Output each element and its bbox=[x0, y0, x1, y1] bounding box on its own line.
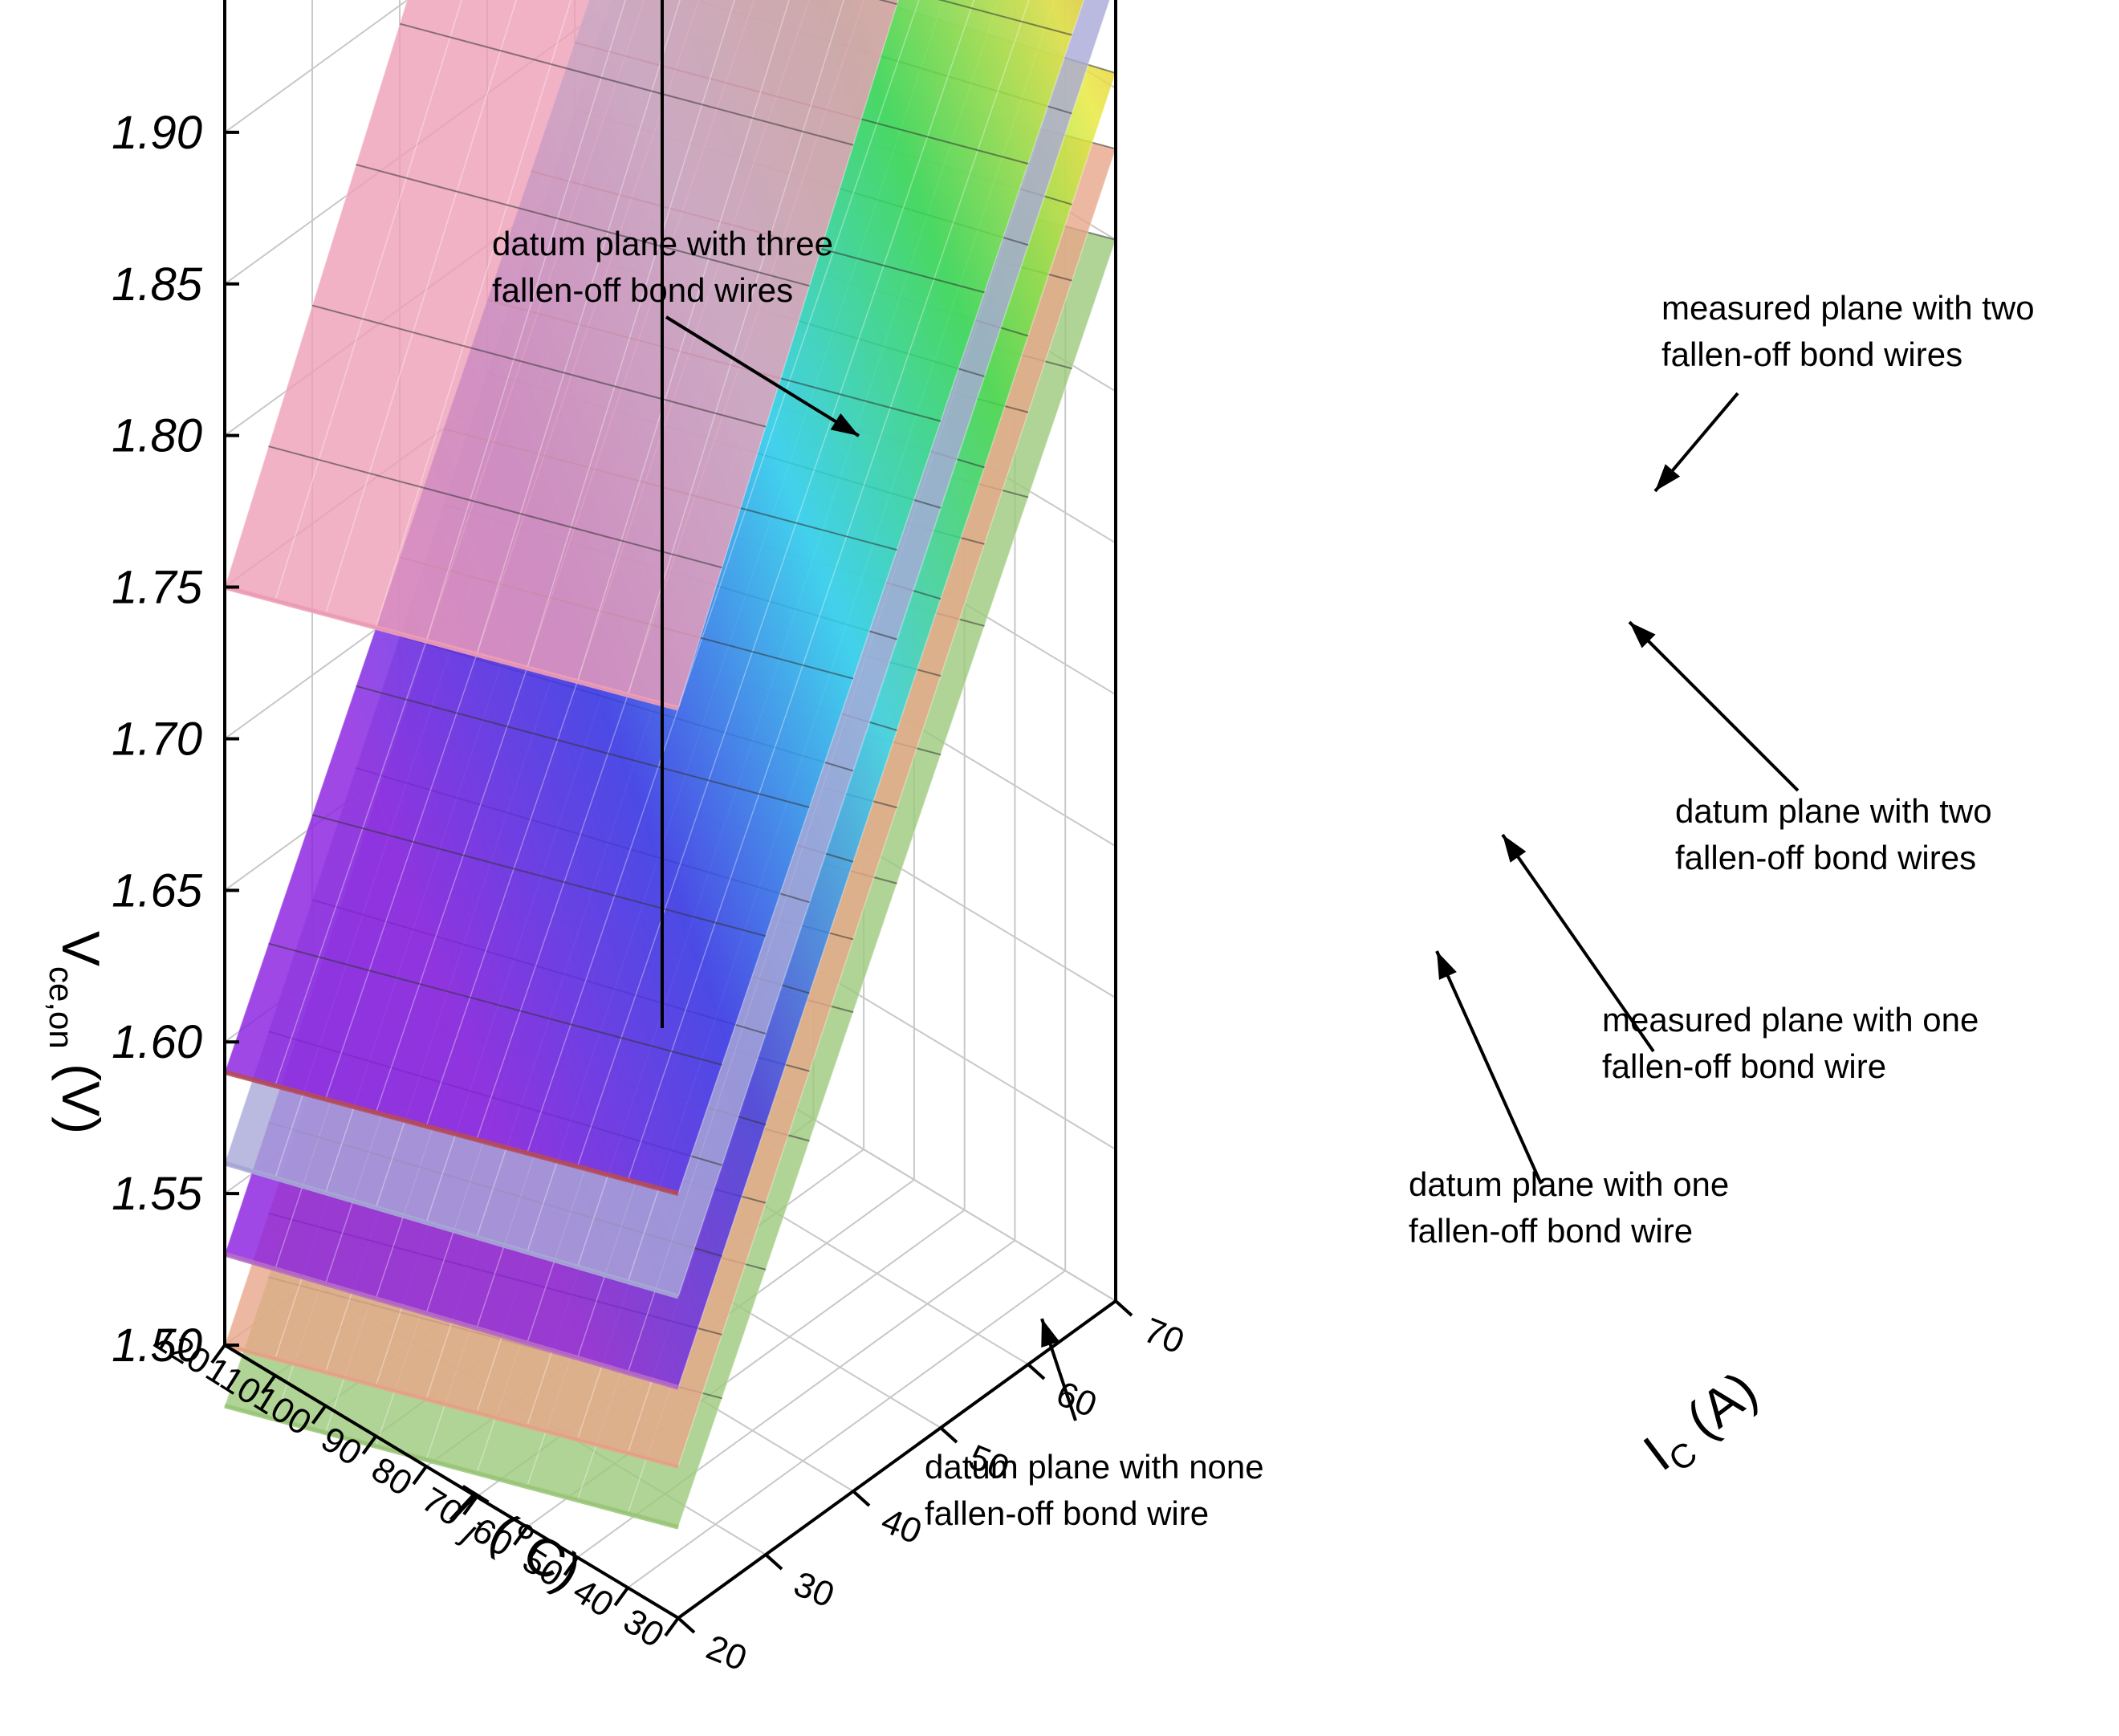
z-axis-title: Vce,on (V) bbox=[43, 931, 111, 1134]
z-tick-label: 1.65 bbox=[112, 864, 203, 917]
z-axis-title-main: V bbox=[51, 931, 111, 966]
annotation-text: measured plane with two bbox=[1661, 289, 2035, 327]
contour-line bbox=[399, 22, 854, 146]
annotation-4: measured plane with two fallen-off bond w… bbox=[1653, 289, 2035, 493]
contour-line bbox=[268, 942, 722, 1066]
z-axis-title-sub: ce,on bbox=[43, 966, 80, 1049]
mesh-line bbox=[324, 0, 517, 615]
arrow-head-icon bbox=[1503, 835, 1527, 863]
z-tick-label: 1.90 bbox=[112, 107, 202, 159]
y-tick-label: 20 bbox=[701, 1628, 752, 1679]
arrow-head-icon bbox=[1629, 622, 1656, 648]
contour-line bbox=[268, 445, 722, 569]
x-tick bbox=[210, 1344, 226, 1364]
z-tick-label: 1.60 bbox=[112, 1016, 202, 1068]
tick-labels: 1.50 1.55 1.60 1.65 1.70 1.75 1.80 1.85 1.90 30 40… bbox=[112, 107, 1190, 1679]
z-tick-label: 1.75 bbox=[112, 562, 203, 614]
x-tick bbox=[664, 1616, 680, 1637]
y-tick-label: 60 bbox=[1051, 1374, 1102, 1425]
annotations: datum plane with none fallen-off bond wir… bbox=[492, 225, 2035, 1532]
mesh-line bbox=[627, 0, 844, 696]
annotation-text: datum plane with none bbox=[925, 1448, 1264, 1486]
annotation-1: datum plane with one fallen-off bond wire bbox=[1409, 950, 1729, 1250]
surface-edge bbox=[224, 1403, 679, 1530]
mesh-line bbox=[425, 0, 626, 641]
annotation-arrow bbox=[1628, 620, 1800, 792]
y-tick-label: 40 bbox=[876, 1501, 927, 1552]
y-tick bbox=[939, 1426, 958, 1444]
z-tick-label: 1.55 bbox=[112, 1168, 203, 1220]
mesh-line bbox=[576, 0, 790, 682]
mesh-line bbox=[224, 0, 408, 587]
annotation-text: fallen-off bond wire bbox=[1602, 1047, 1886, 1085]
mesh-line bbox=[375, 0, 571, 628]
grid-floor-x bbox=[627, 1270, 1066, 1589]
y-axis-line bbox=[677, 1299, 1117, 1620]
grid-wall-z bbox=[224, 0, 409, 133]
y-axis-title: IC (A) bbox=[1633, 1360, 1772, 1488]
contour-line bbox=[937, 0, 1072, 36]
surface-edge bbox=[224, 1251, 679, 1390]
annotation-2: measured plane with one fallen-off bond w… bbox=[1501, 833, 1979, 1085]
x-tick bbox=[311, 1405, 327, 1425]
y-tick-label: 70 bbox=[1138, 1311, 1190, 1362]
y-tick bbox=[1027, 1363, 1046, 1380]
mesh-line bbox=[526, 0, 735, 669]
x-tick bbox=[563, 1556, 580, 1576]
annotation-text: datum plane with three bbox=[492, 225, 833, 262]
surface-edge bbox=[224, 1343, 679, 1470]
z-axis-title-unit: (V) bbox=[51, 1049, 111, 1134]
mesh-line bbox=[275, 0, 462, 601]
x-tick bbox=[613, 1587, 629, 1607]
annotation-arrow bbox=[1501, 833, 1655, 1053]
annotation-0: datum plane with none fallen-off bond wir… bbox=[925, 1318, 1264, 1532]
annotation-text: fallen-off bond wires bbox=[1661, 335, 1962, 373]
y-tick bbox=[764, 1553, 783, 1571]
contour-line bbox=[311, 814, 767, 937]
annotation-text: datum plane with one bbox=[1409, 1165, 1729, 1203]
annotation-arrow bbox=[665, 315, 860, 437]
annotation-text: fallen-off bond wire bbox=[925, 1494, 1209, 1532]
x-tick bbox=[361, 1435, 377, 1455]
y-tick bbox=[852, 1490, 871, 1507]
x-tick bbox=[513, 1526, 529, 1546]
contour-line bbox=[311, 304, 767, 428]
annotation-text: fallen-off bond wires bbox=[492, 271, 793, 309]
annotation-text: datum plane with two bbox=[1675, 792, 1992, 830]
contour-line bbox=[356, 164, 810, 287]
x-tick bbox=[261, 1374, 277, 1394]
y-tick-label: 30 bbox=[788, 1564, 840, 1616]
arrow-head-icon bbox=[830, 413, 859, 436]
surface-5 bbox=[224, 0, 899, 711]
surface-edge bbox=[224, 1161, 679, 1299]
mesh-line bbox=[476, 0, 681, 655]
z-tick-label: 1.70 bbox=[112, 713, 202, 765]
annotation-5: datum plane with three fallen-off bond wi… bbox=[492, 225, 860, 437]
arrow-head-icon bbox=[1437, 951, 1457, 980]
annotation-3: datum plane with two fallen-off bond wire… bbox=[1628, 620, 1992, 876]
x-tick bbox=[462, 1495, 478, 1516]
annotation-text: fallen-off bond wire bbox=[1409, 1212, 1693, 1250]
z-tick-label: 1.50 bbox=[112, 1319, 202, 1372]
annotation-text: fallen-off bond wires bbox=[1675, 839, 1976, 876]
contour-line bbox=[356, 685, 810, 808]
z-tick-label: 1.80 bbox=[112, 410, 202, 462]
surface-face-5 bbox=[225, 0, 899, 709]
x-axis-line bbox=[223, 1344, 680, 1620]
surfaces bbox=[224, 0, 1116, 1530]
annotation-arrow bbox=[1435, 950, 1543, 1185]
arrow-head-icon bbox=[1041, 1319, 1060, 1348]
y-tick bbox=[1114, 1299, 1133, 1317]
surface-edge bbox=[224, 584, 679, 711]
surface-edge bbox=[224, 1070, 679, 1197]
annotation-text: measured plane with one bbox=[1602, 1001, 1979, 1039]
z-tick-label: 1.85 bbox=[112, 258, 203, 311]
mesh-line bbox=[677, 0, 899, 709]
x-tick bbox=[412, 1465, 428, 1486]
y-tick bbox=[677, 1616, 696, 1634]
arrow-head-icon bbox=[1655, 464, 1681, 491]
axes-frame bbox=[223, 0, 1117, 1620]
